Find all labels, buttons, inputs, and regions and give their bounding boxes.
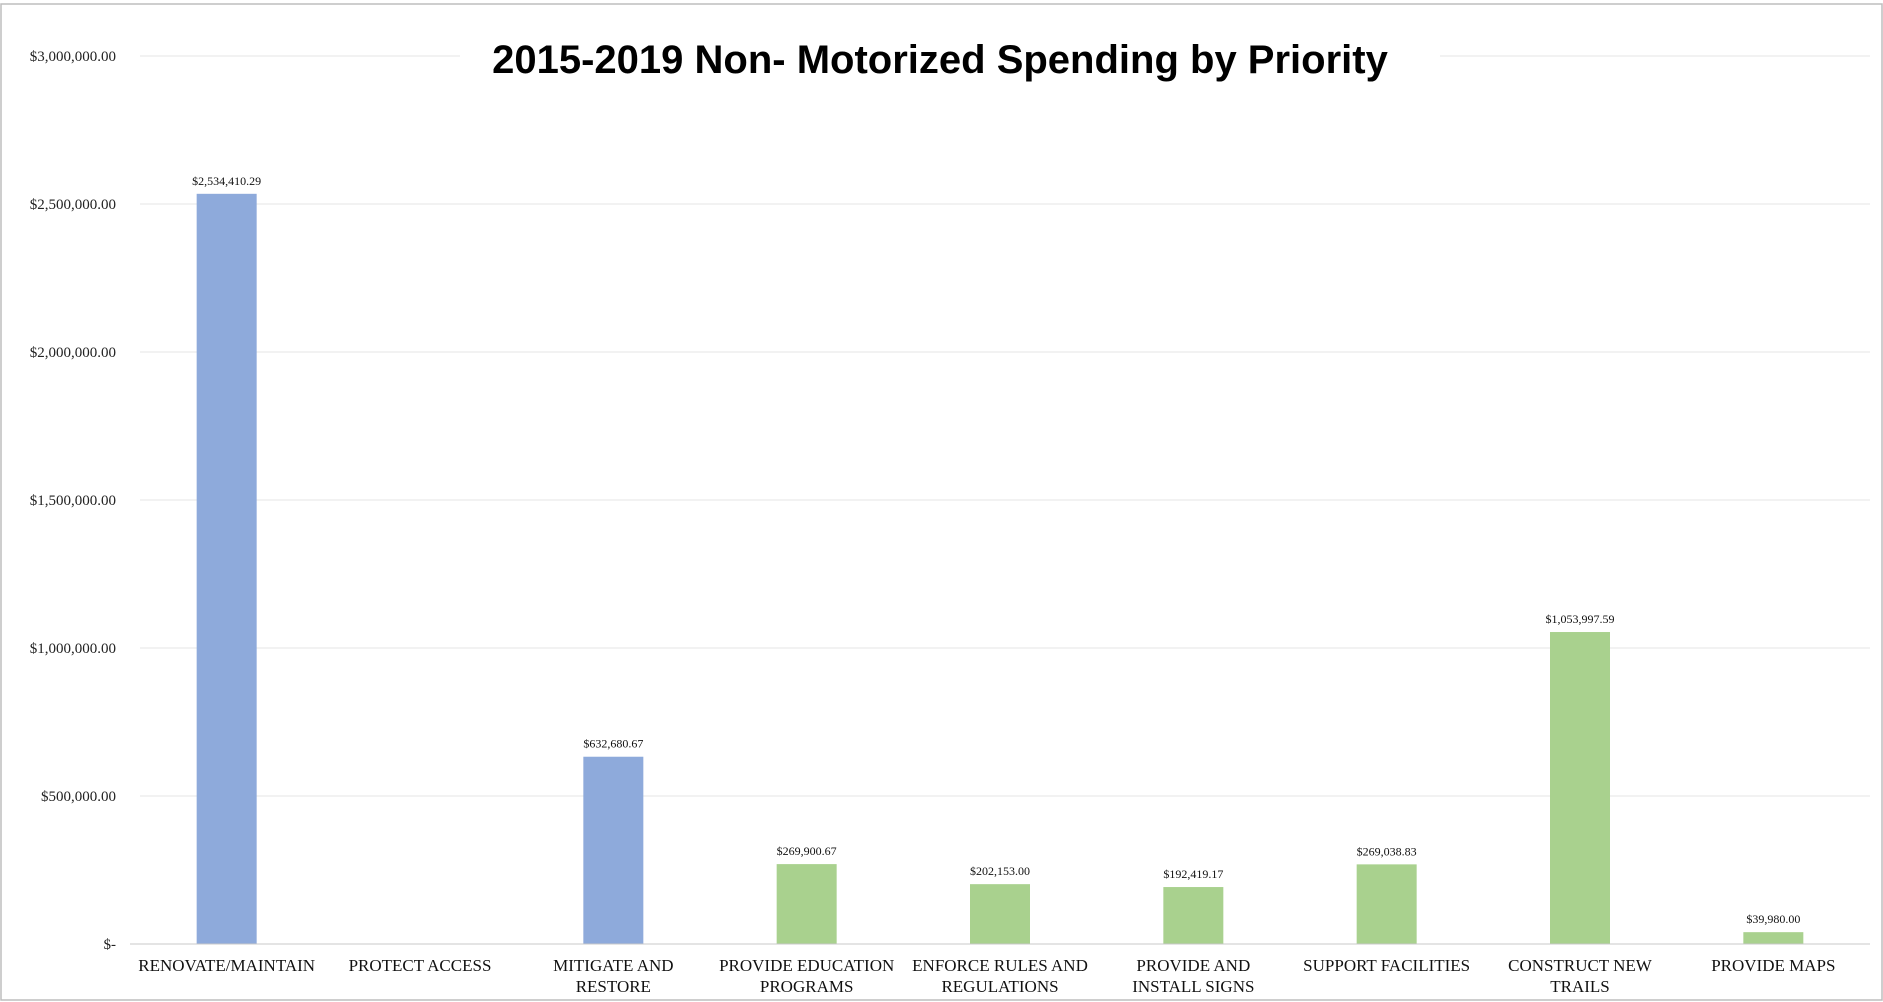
bars	[196, 193, 1804, 944]
data-labels: $2,534,410.29 $632,680.67 $269,900.67 $202,…	[192, 174, 1800, 926]
gridlines	[140, 55, 1870, 797]
bar[interactable]	[1550, 632, 1610, 944]
x-tick-label: PROGRAMS	[760, 977, 854, 996]
x-tick-label: INSTALL SIGNS	[1132, 977, 1254, 996]
data-label: $202,153.00	[970, 864, 1030, 878]
x-tick-label: PROVIDE AND	[1136, 956, 1250, 975]
y-tick-label: $2,000,000.00	[30, 345, 116, 361]
data-label: $39,980.00	[1746, 912, 1800, 926]
x-tick-label: RESTORE	[576, 977, 651, 996]
x-tick-label: PROTECT ACCESS	[349, 956, 492, 975]
y-tick-label: $3,000,000.00	[30, 49, 116, 65]
x-tick-label: ENFORCE RULES AND	[912, 956, 1088, 975]
x-tick-label: PROVIDE EDUCATION	[719, 956, 894, 975]
data-label: $632,680.67	[583, 737, 643, 751]
x-tick-label: TRAILS	[1550, 977, 1610, 996]
y-tick-label: $500,000.00	[41, 789, 116, 805]
y-tick-label: $1,000,000.00	[30, 641, 116, 657]
bar[interactable]	[776, 864, 837, 944]
y-tick-label: $1,500,000.00	[30, 493, 116, 509]
y-axis-ticks: $- $500,000.00 $1,000,000.00 $1,500,000.00 $…	[30, 49, 116, 953]
data-label: $269,900.67	[777, 844, 837, 858]
title-backdrop	[460, 30, 1440, 90]
x-axis-ticks: RENOVATE/MAINTAIN PROTECT ACCESS MITIGATE …	[138, 956, 1835, 996]
chart-frame	[0, 3, 1883, 1001]
x-tick-label: MITIGATE AND	[553, 956, 673, 975]
x-tick-label: REGULATIONS	[941, 977, 1058, 996]
y-tick-label: $-	[104, 937, 117, 953]
bar[interactable]	[583, 756, 644, 944]
data-label: $1,053,997.59	[1546, 612, 1615, 626]
x-tick-label: CONSTRUCT NEW	[1508, 956, 1653, 975]
data-label: $2,534,410.29	[192, 174, 261, 188]
bar[interactable]	[1163, 887, 1224, 944]
chart-title: 2015-2019 Non- Motorized Spending by Pri…	[492, 38, 1388, 82]
x-tick-label: RENOVATE/MAINTAIN	[138, 956, 315, 975]
x-tick-label: SUPPORT FACILITIES	[1303, 956, 1470, 975]
bar[interactable]	[1356, 864, 1417, 944]
bar[interactable]	[196, 193, 257, 944]
data-label: $192,419.17	[1163, 867, 1223, 881]
bar[interactable]	[970, 884, 1030, 944]
x-tick-label: PROVIDE MAPS	[1711, 956, 1835, 975]
y-tick-label: $2,500,000.00	[30, 197, 116, 213]
data-label: $269,038.83	[1357, 844, 1417, 858]
bar[interactable]	[1743, 932, 1804, 944]
